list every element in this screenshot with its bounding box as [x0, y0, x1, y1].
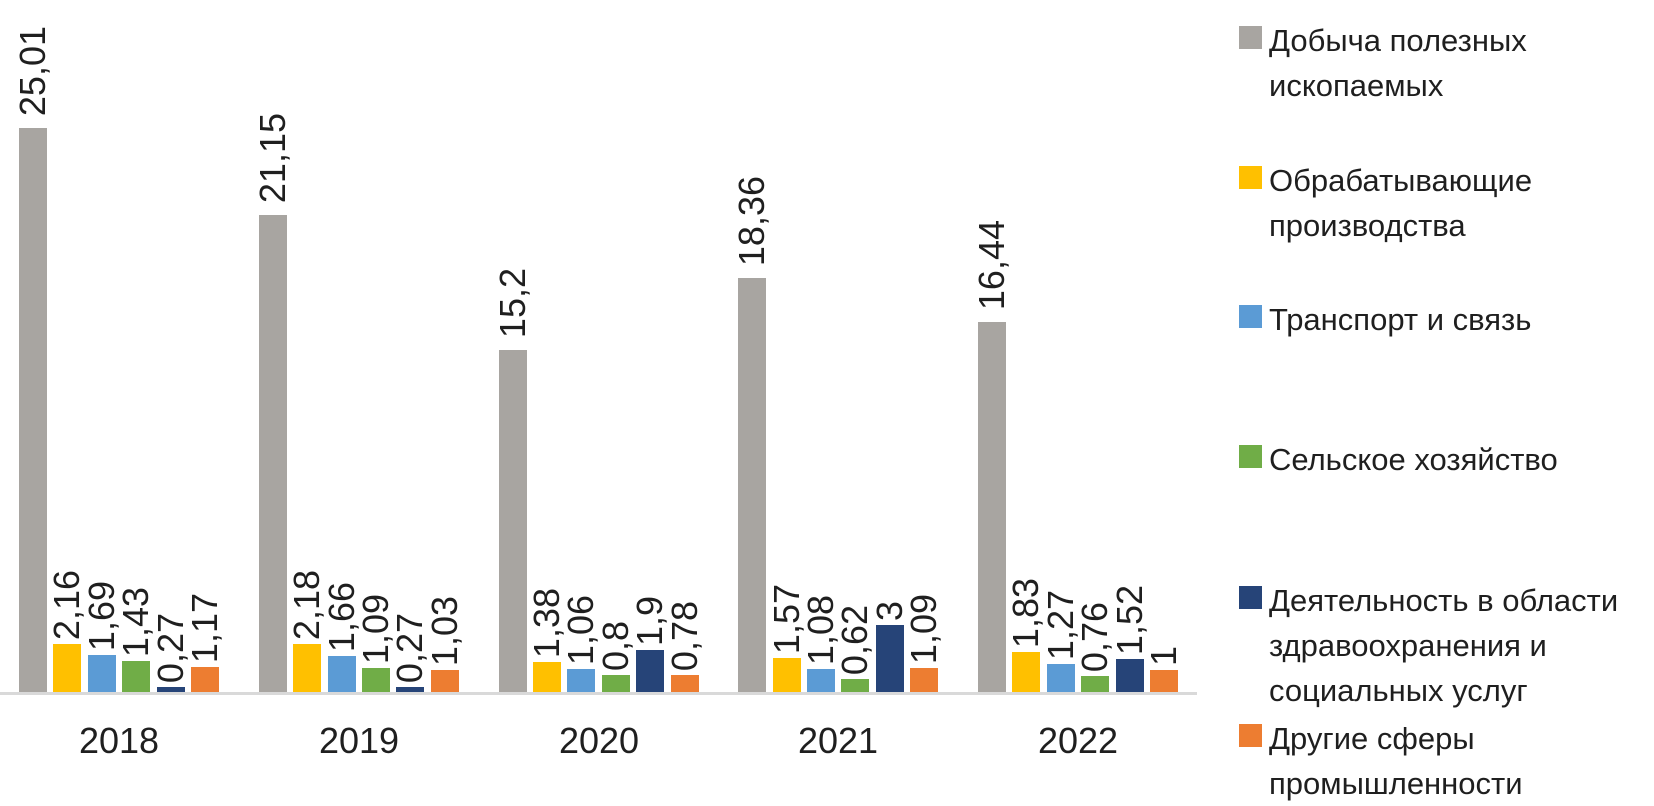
- legend-swatch: [1239, 445, 1262, 468]
- x-axis-line: [0, 692, 1197, 695]
- x-tick-label: 2020: [558, 720, 640, 761]
- bar: [875, 625, 904, 693]
- value-label: 18,36: [731, 175, 772, 266]
- bar: [87, 655, 116, 693]
- value-label: 1,09: [903, 593, 944, 664]
- value-label: 21,15: [252, 112, 293, 203]
- bar: [327, 656, 356, 693]
- bar: [191, 667, 219, 693]
- value-label: 15,2: [492, 267, 533, 338]
- legend-swatch: [1239, 26, 1262, 49]
- legend: Добыча полезных ископаемых Обрабатывающие…: [1239, 0, 1654, 806]
- x-tick-label: 2018: [78, 720, 160, 761]
- bar: [670, 675, 699, 693]
- value-label: 1,83: [1005, 577, 1046, 648]
- legend-item: Сельское хозяйство: [1239, 437, 1558, 482]
- legend-item: Транспорт и связь: [1239, 297, 1531, 342]
- bar: [636, 650, 665, 693]
- x-tick-label: 2021: [797, 720, 879, 761]
- value-label: 1,52: [1109, 584, 1150, 655]
- legend-label: Обрабатывающие производства: [1269, 163, 1533, 243]
- bar: [1081, 676, 1110, 693]
- bar: [1046, 664, 1075, 693]
- legend-label: Деятельность в области здравоохранения и…: [1269, 583, 1619, 708]
- legend-item: Деятельность в области здравоохранения и…: [1239, 578, 1618, 713]
- bar: [361, 668, 390, 693]
- value-label: 1: [1143, 645, 1184, 666]
- bar: [1115, 659, 1144, 693]
- value-label: 0,62: [834, 604, 875, 675]
- legend-swatch: [1239, 586, 1262, 609]
- bar: [841, 679, 870, 693]
- bar: [396, 687, 425, 693]
- legend-label: Добыча полезных ископаемых: [1269, 23, 1527, 103]
- bar: [122, 661, 151, 693]
- bar: [156, 687, 185, 693]
- bar: [258, 215, 287, 693]
- plot-area: 25,01 2,16 1,69 1,43 0,27 1,17 21,15 2,18 1,66 1,…: [12, 25, 1184, 693]
- bar: [532, 662, 561, 693]
- value-label: 1,03: [424, 595, 465, 666]
- legend-item: Обрабатывающие производства: [1239, 158, 1532, 248]
- bar: [738, 278, 767, 693]
- bar: [1012, 652, 1041, 693]
- bar: [910, 668, 939, 693]
- value-label: 1,17: [184, 592, 225, 663]
- value-label: 1,06: [560, 594, 601, 665]
- bar: [567, 669, 596, 693]
- x-tick-label: 2019: [318, 720, 400, 761]
- value-label: 1,9: [629, 595, 670, 646]
- legend-label: Транспорт и связь: [1269, 302, 1532, 337]
- bar: [772, 658, 801, 693]
- bar: [53, 644, 82, 693]
- legend-swatch: [1239, 166, 1262, 189]
- bar: [1150, 670, 1178, 693]
- x-tick-label: 2022: [1037, 720, 1119, 761]
- bar: [19, 128, 47, 693]
- legend-label: Другие сферы промышленности: [1269, 721, 1523, 801]
- bar: [498, 350, 527, 693]
- legend-item: Добыча полезных ископаемых: [1239, 18, 1527, 108]
- bar: [807, 669, 836, 693]
- bar: [293, 644, 322, 693]
- value-label: 16,44: [971, 219, 1012, 310]
- value-label: 0,27: [389, 612, 430, 683]
- bar: [430, 670, 459, 693]
- legend-swatch: [1239, 724, 1262, 747]
- value-label: 2,18: [286, 569, 327, 640]
- value-label: 2,16: [46, 569, 87, 640]
- value-label: 0,78: [664, 600, 705, 671]
- legend-label: Сельское хозяйство: [1269, 442, 1558, 477]
- value-label: 25,01: [12, 25, 53, 116]
- value-label: 0,76: [1074, 601, 1115, 672]
- bar: [978, 322, 1006, 693]
- legend-swatch: [1239, 305, 1262, 328]
- legend-item: Другие сферы промышленности: [1239, 716, 1523, 806]
- value-label: 1,43: [115, 586, 156, 657]
- bar: [601, 675, 630, 693]
